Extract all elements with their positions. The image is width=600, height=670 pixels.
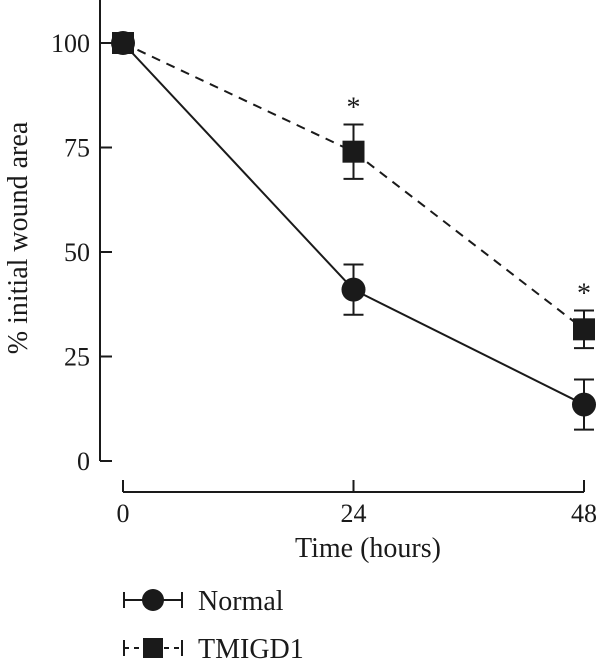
significance-mark: * <box>347 93 361 124</box>
axes: 0 25 50 75 100 0 24 48 <box>51 0 597 528</box>
y-tick-label: 100 <box>51 29 90 58</box>
data-point <box>342 140 365 163</box>
series-layer <box>111 31 596 431</box>
legend: Normal TMIGD1 <box>123 586 304 665</box>
annotation-layer: ** <box>347 93 592 310</box>
legend-label: TMIGD1 <box>198 634 304 665</box>
series-line <box>122 42 585 331</box>
y-tick-label: 25 <box>64 343 90 372</box>
significance-mark: * <box>577 279 591 310</box>
x-tick-label: 0 <box>117 499 130 528</box>
series-tmigd1 <box>112 32 595 350</box>
x-tick-label: 48 <box>571 499 597 528</box>
series-normal <box>111 31 596 431</box>
legend-item-tmigd1: TMIGD1 <box>123 634 304 665</box>
y-axis-title: % initial wound area <box>3 121 34 354</box>
legend-label: Normal <box>198 586 284 617</box>
data-point <box>573 318 595 341</box>
legend-marker <box>142 589 164 611</box>
y-tick-label: 0 <box>77 447 90 476</box>
data-point <box>341 277 366 302</box>
data-point <box>572 392 596 417</box>
data-point <box>112 32 134 54</box>
x-tick-label: 24 <box>341 499 367 528</box>
x-axis-title: Time (hours) <box>295 533 441 564</box>
y-tick-label: 75 <box>64 134 90 163</box>
y-tick-label: 50 <box>64 238 90 267</box>
legend-item-normal: Normal <box>123 586 284 617</box>
legend-marker <box>143 638 163 658</box>
